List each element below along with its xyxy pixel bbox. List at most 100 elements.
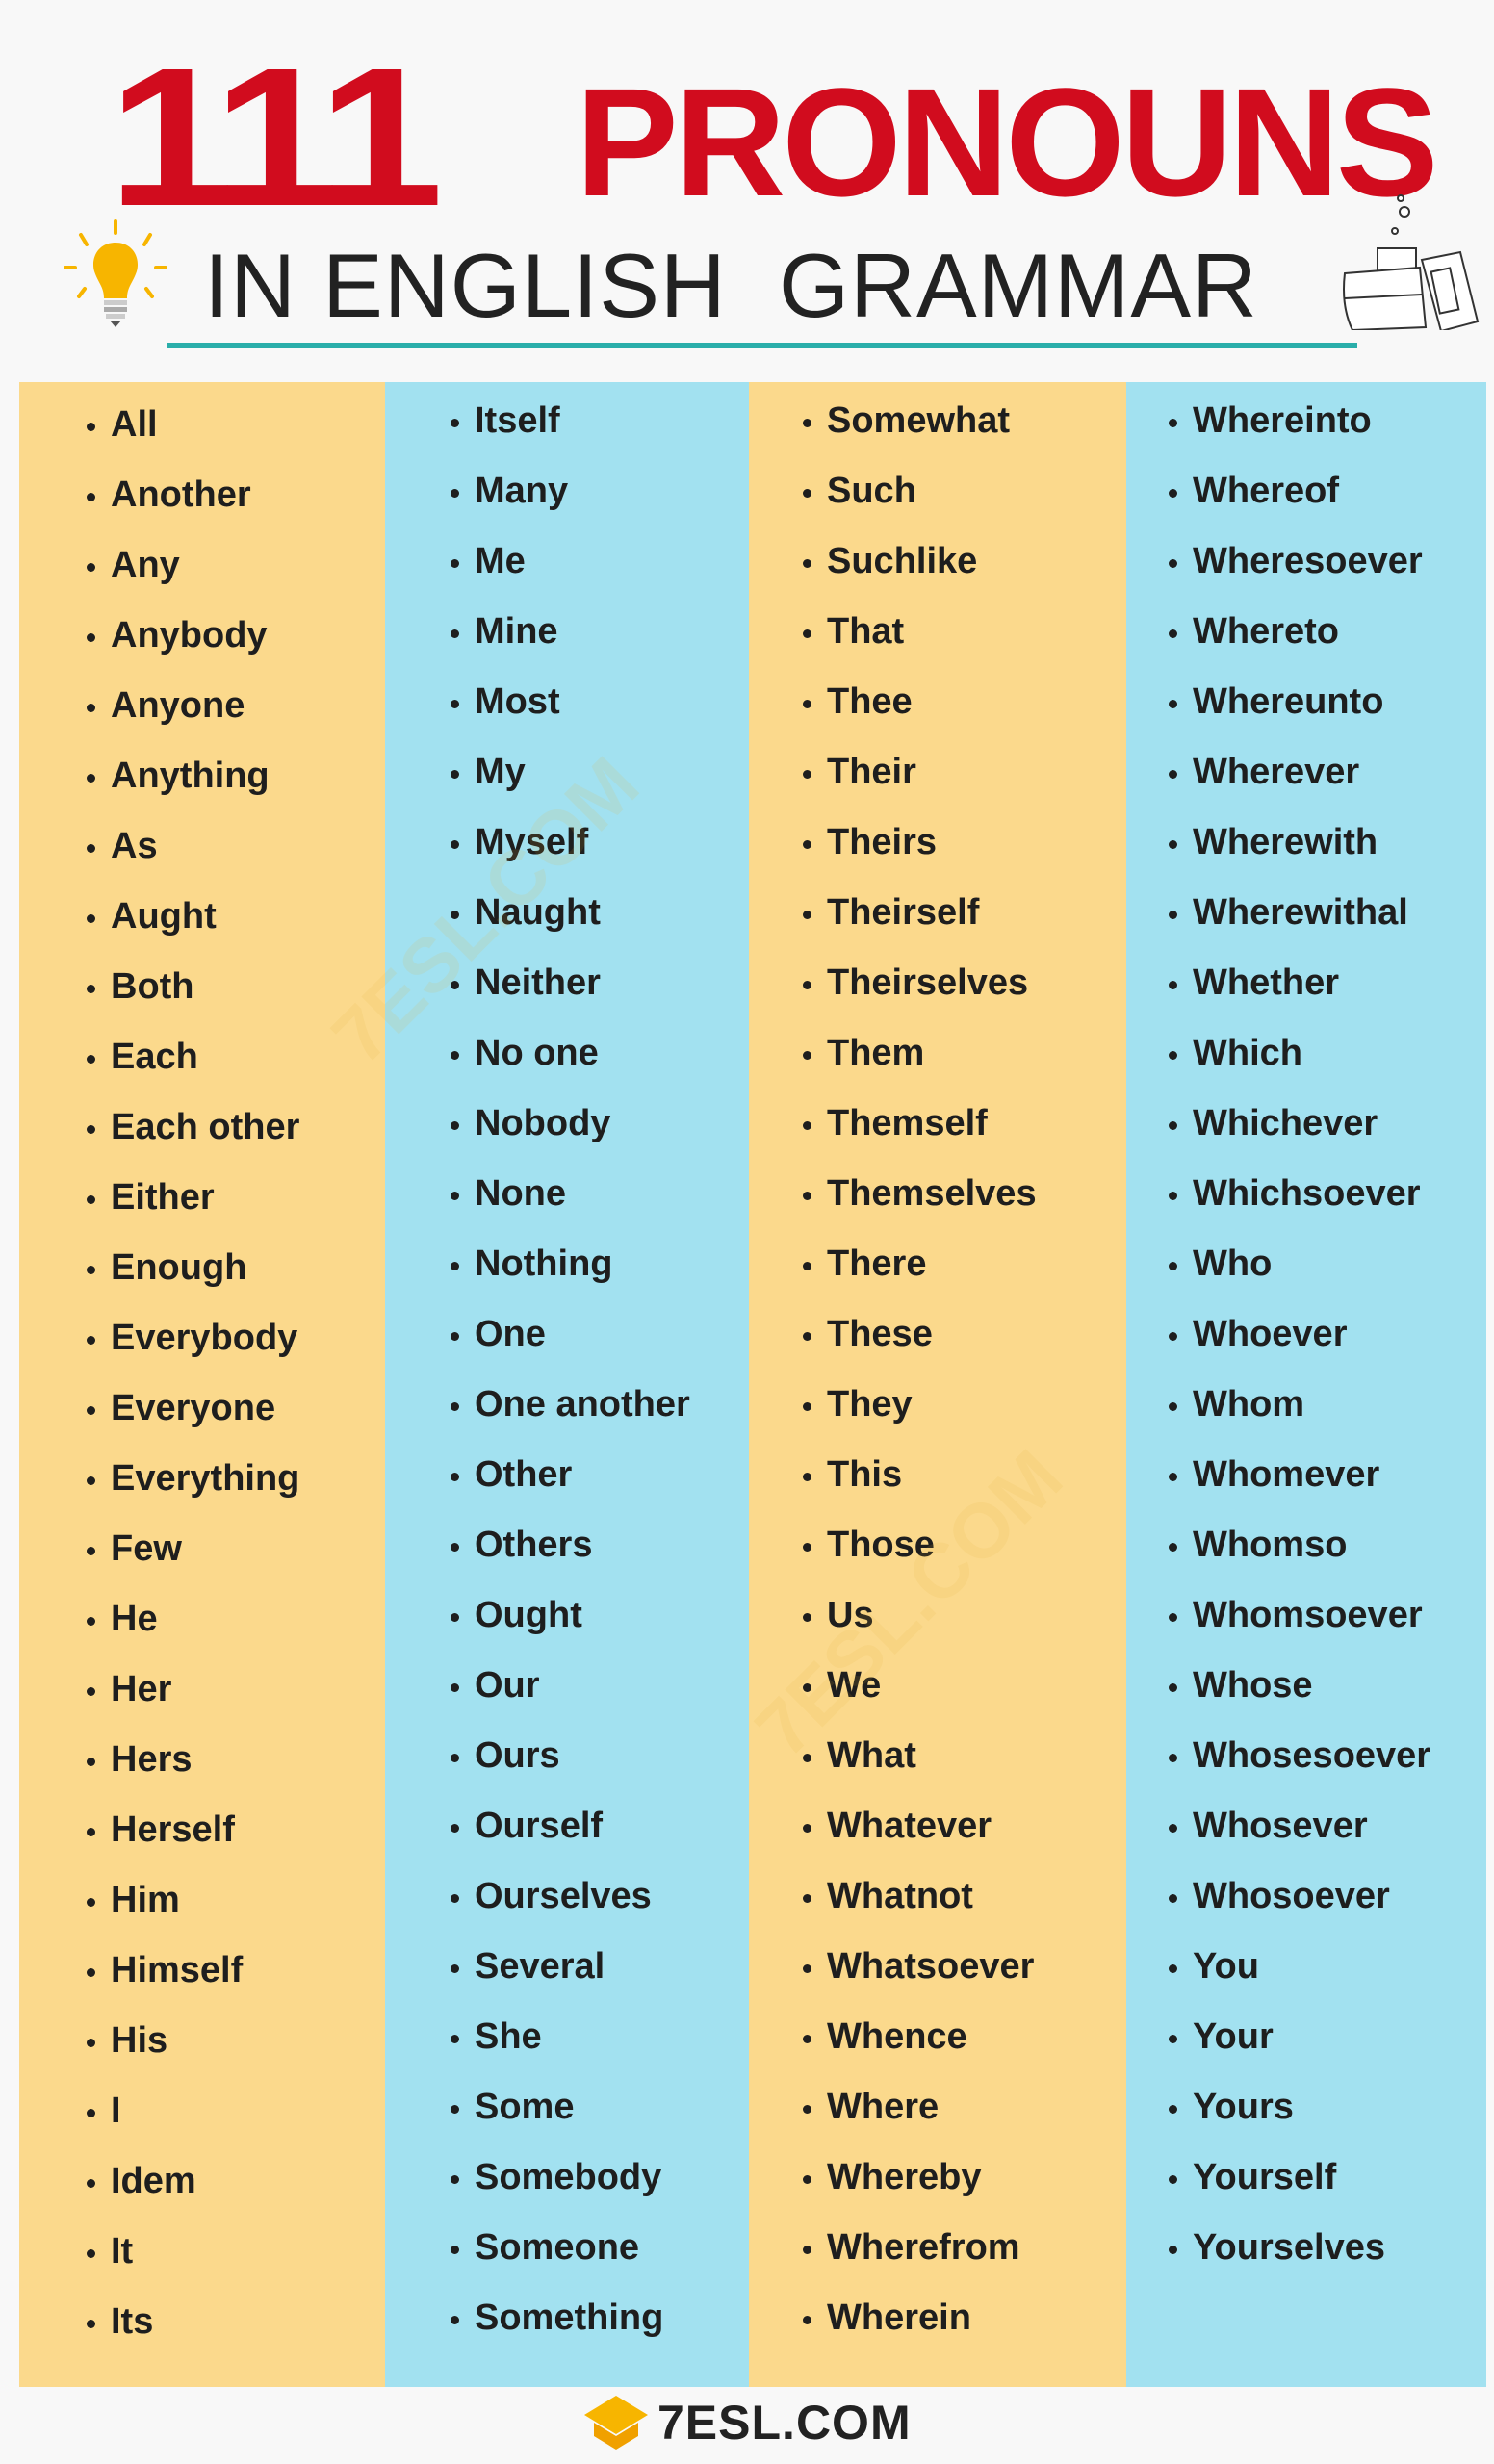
pronoun-item: Whom — [1169, 1375, 1430, 1446]
pronoun-item: Whatever — [803, 1797, 1037, 1867]
pronoun-item: Its — [87, 2293, 299, 2363]
pronoun-item: What — [803, 1727, 1037, 1797]
pronoun-item: Whomever — [1169, 1446, 1430, 1516]
pronoun-item: Someone — [451, 2219, 690, 2289]
pronoun-item: This — [803, 1446, 1037, 1516]
pronoun-item: Theirs — [803, 813, 1037, 884]
pronoun-item: Theirselves — [803, 954, 1037, 1024]
pronoun-item: Something — [451, 2289, 690, 2359]
pronoun-item: Yours — [1169, 2078, 1430, 2148]
pronoun-item: Theirself — [803, 884, 1037, 954]
pronoun-item: Other — [451, 1446, 690, 1516]
pronoun-item: Nothing — [451, 1235, 690, 1305]
pronoun-item: Whereinto — [1169, 392, 1430, 462]
pronoun-item: Wheresoever — [1169, 532, 1430, 603]
pronoun-item: Ought — [451, 1586, 690, 1656]
pronoun-item: Anybody — [87, 606, 299, 677]
pronoun-item: Each — [87, 1028, 299, 1098]
pronoun-column-3: Somewhat Such Suchlike That Thee Their Theirs T… — [749, 382, 1126, 2387]
pronoun-item: Whereof — [1169, 462, 1430, 532]
pronoun-item: Yourself — [1169, 2148, 1430, 2219]
pronoun-item: As — [87, 817, 299, 887]
pronoun-item: Everybody — [87, 1309, 299, 1379]
pronoun-item: Both — [87, 958, 299, 1028]
pronoun-item: Anything — [87, 747, 299, 817]
pronoun-item: Themself — [803, 1094, 1037, 1165]
pronoun-item: Whether — [1169, 954, 1430, 1024]
pronoun-item: Those — [803, 1516, 1037, 1586]
pronoun-item: Mine — [451, 603, 690, 673]
title-underline — [167, 343, 1357, 348]
pronoun-item: He — [87, 1590, 299, 1660]
pronoun-item: Whose — [1169, 1656, 1430, 1727]
pronoun-column-4: Whereinto Whereof Wheresoever Whereto Whereu… — [1126, 382, 1486, 2387]
pronoun-item: Several — [451, 1938, 690, 2008]
pronoun-item: Them — [803, 1024, 1037, 1094]
pronoun-item: Aught — [87, 887, 299, 958]
pronoun-item: Wherein — [803, 2289, 1037, 2359]
pronoun-item: Yourselves — [1169, 2219, 1430, 2289]
pronoun-item: Whosoever — [1169, 1867, 1430, 1938]
pronoun-column-2: Itself Many Me Mine Most My Myself Naught Neithe… — [385, 382, 749, 2387]
pronoun-item: Either — [87, 1168, 299, 1239]
pronoun-item: Whomsoever — [1169, 1586, 1430, 1656]
lightbulb-icon — [64, 219, 167, 327]
pronoun-item: Me — [451, 532, 690, 603]
title-number: 111 — [108, 27, 444, 247]
graduation-cap-icon — [584, 2396, 648, 2450]
pronoun-item: Any — [87, 536, 299, 606]
pronoun-item: Whosever — [1169, 1797, 1430, 1867]
pronoun-item: Whichsoever — [1169, 1165, 1430, 1235]
pronoun-item: Ourselves — [451, 1867, 690, 1938]
pronoun-item: Whichever — [1169, 1094, 1430, 1165]
pronoun-item: Ours — [451, 1727, 690, 1797]
pronoun-item: Suchlike — [803, 532, 1037, 603]
pronoun-item: Whence — [803, 2008, 1037, 2078]
pronoun-item: It — [87, 2222, 299, 2293]
pronoun-item: None — [451, 1165, 690, 1235]
pronoun-item: Somebody — [451, 2148, 690, 2219]
pronoun-item: His — [87, 2012, 299, 2082]
pronoun-item: Whomso — [1169, 1516, 1430, 1586]
pronoun-item: Others — [451, 1516, 690, 1586]
subtitle: IN ENGLISH GRAMMAR — [204, 235, 1258, 336]
pronoun-column-1: All Another Any Anybody Anyone Anything As Augh… — [19, 382, 385, 2387]
pronoun-item: Wherever — [1169, 743, 1430, 813]
pronoun-item: Whosesoever — [1169, 1727, 1430, 1797]
pronoun-item: Whereunto — [1169, 673, 1430, 743]
pronoun-item: Wherewith — [1169, 813, 1430, 884]
pronoun-item: Whoever — [1169, 1305, 1430, 1375]
pronoun-item: Our — [451, 1656, 690, 1727]
pronoun-item: Him — [87, 1871, 299, 1941]
pronoun-item: Whatnot — [803, 1867, 1037, 1938]
pronoun-item: Her — [87, 1660, 299, 1731]
pronoun-item: Each other — [87, 1098, 299, 1168]
pronoun-item: That — [803, 603, 1037, 673]
pronoun-item: Nobody — [451, 1094, 690, 1165]
pronoun-item: Your — [1169, 2008, 1430, 2078]
pronoun-item: Who — [1169, 1235, 1430, 1305]
pronoun-item: I — [87, 2082, 299, 2152]
pronoun-item: Himself — [87, 1941, 299, 2012]
footer-logo: 7ESL.COM — [582, 2394, 912, 2451]
pronoun-item: One another — [451, 1375, 690, 1446]
pronoun-item: Ourself — [451, 1797, 690, 1867]
title-word: PRONOUNS — [576, 56, 1439, 228]
pronoun-item: These — [803, 1305, 1037, 1375]
pronoun-item: Whatsoever — [803, 1938, 1037, 2008]
pronoun-item: Enough — [87, 1239, 299, 1309]
pronoun-item: Us — [803, 1586, 1037, 1656]
pronoun-item: Myself — [451, 813, 690, 884]
books-icon — [1343, 194, 1480, 330]
pronoun-item: Few — [87, 1520, 299, 1590]
pronoun-item: Wherefrom — [803, 2219, 1037, 2289]
pronoun-item: Another — [87, 466, 299, 536]
pronoun-item: My — [451, 743, 690, 813]
pronoun-item: Which — [1169, 1024, 1430, 1094]
pronoun-item: Themselves — [803, 1165, 1037, 1235]
pronoun-item: There — [803, 1235, 1037, 1305]
pronoun-item: All — [87, 396, 299, 466]
pronoun-item: Everyone — [87, 1379, 299, 1450]
pronoun-item: Itself — [451, 392, 690, 462]
pronoun-item: Everything — [87, 1450, 299, 1520]
